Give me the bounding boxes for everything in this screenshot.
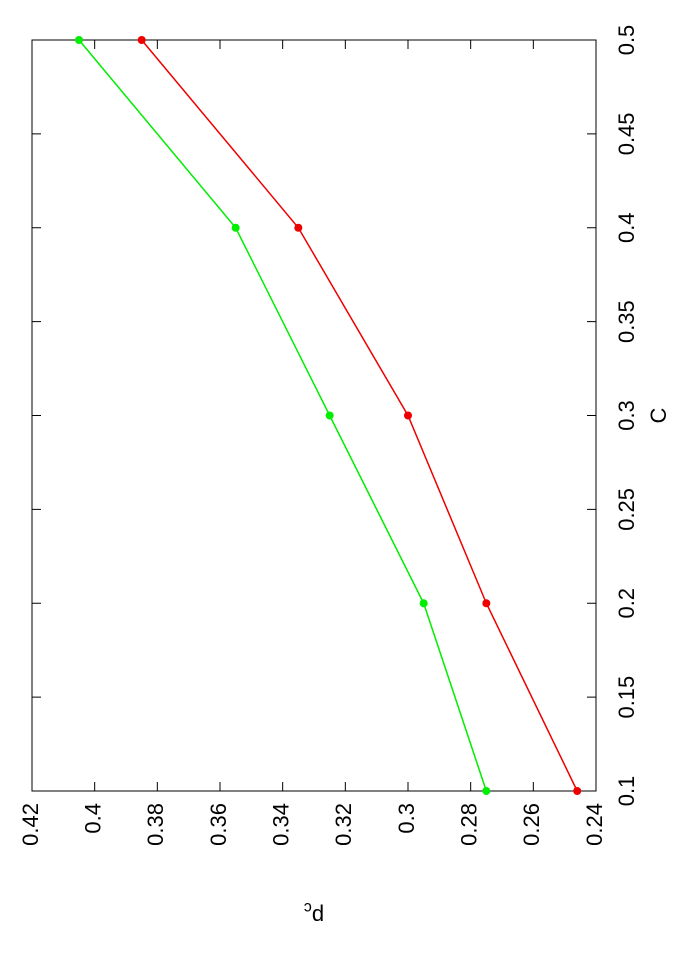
series-line — [78, 39, 488, 792]
y-tick-label: 0.3 — [394, 803, 419, 834]
y-tick-label: 0.28 — [456, 803, 481, 846]
series-point — [419, 599, 428, 608]
x-tick-label: 0.45 — [614, 112, 639, 155]
y-tick-label: 0.24 — [582, 803, 607, 846]
x-tick-label: 0.5 — [614, 25, 639, 56]
y-tick-label: 0.32 — [331, 803, 356, 846]
series-point — [325, 411, 334, 420]
y-axis-label: pc — [304, 899, 324, 929]
y-tick-label: 0.4 — [80, 803, 105, 834]
y-tick-label: 0.42 — [18, 803, 43, 846]
x-tick-label: 0.3 — [614, 400, 639, 431]
x-tick-label: 0.25 — [614, 488, 639, 531]
series-point — [231, 223, 240, 232]
rotated-plot: 0.1 0.15 0.2 0.25 0.3 0.35 0.4 0.45 0.5 0.24 0.26 0… — [18, 25, 671, 929]
x-axis-label: C — [646, 407, 671, 423]
x-tick-label: 0.15 — [614, 676, 639, 719]
y-axis-label-sub: c — [304, 899, 312, 916]
x-tick-label: 0.4 — [614, 212, 639, 243]
y-tick-label: 0.36 — [206, 803, 231, 846]
series-point — [294, 223, 303, 232]
y-axis-label-base: p — [312, 904, 324, 929]
series-point — [137, 36, 146, 44]
x-tick-label: 0.35 — [614, 300, 639, 343]
plot-frame — [31, 39, 597, 792]
x-tick-label: 0.1 — [614, 776, 639, 807]
y-tick-label: 0.38 — [143, 803, 168, 846]
x-tick-label: 0.2 — [614, 588, 639, 619]
series-point — [404, 411, 412, 420]
series-point — [573, 787, 582, 795]
y-tick-label: 0.26 — [519, 803, 544, 846]
series-point — [482, 787, 491, 795]
series-point — [75, 36, 83, 44]
series-line — [141, 39, 578, 792]
y-tick-label: 0.34 — [268, 803, 293, 846]
series-point — [482, 599, 491, 608]
